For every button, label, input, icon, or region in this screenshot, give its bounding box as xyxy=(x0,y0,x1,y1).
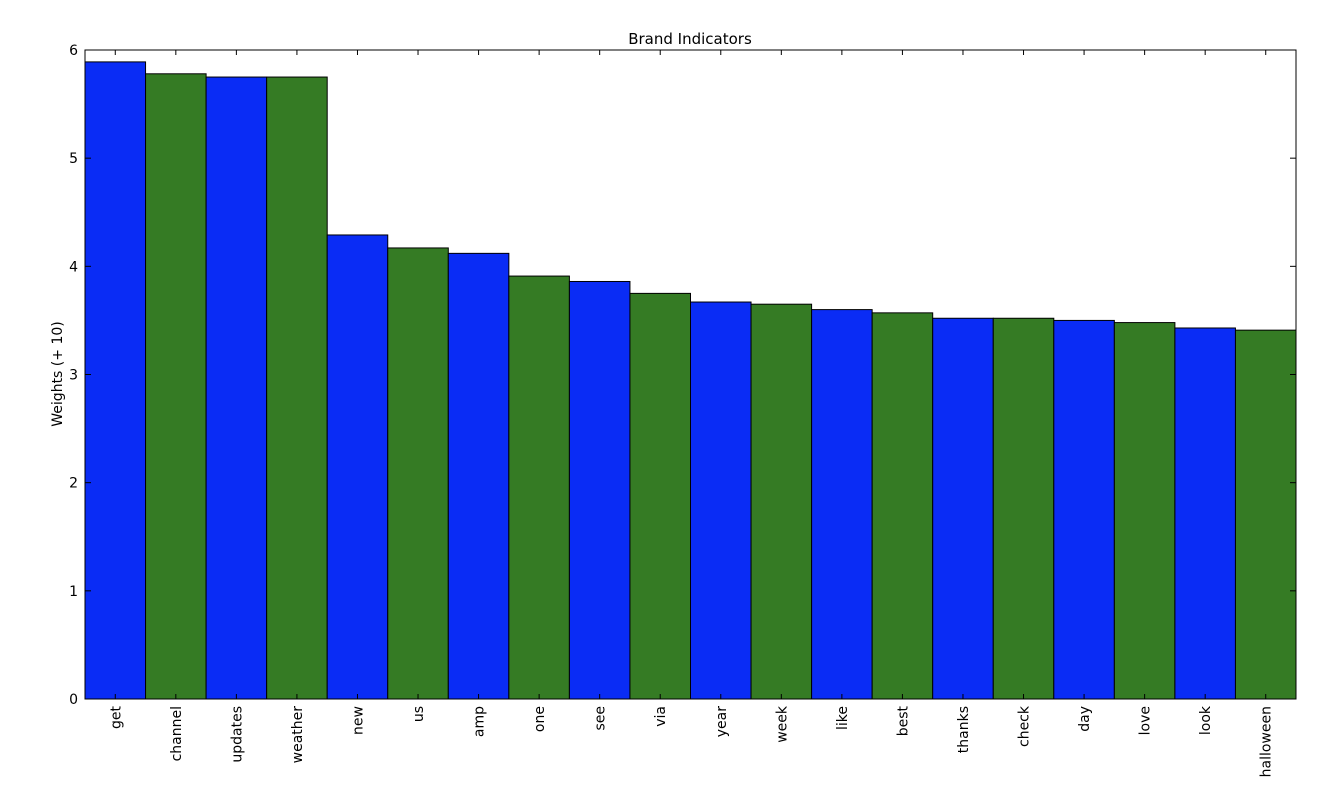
y-axis-label: Weights (+ 10) xyxy=(50,321,66,426)
bar-year xyxy=(690,301,752,700)
bar-best xyxy=(871,312,934,700)
bar-via xyxy=(629,292,692,700)
y-tick-label: 0 xyxy=(69,692,78,708)
bar-day xyxy=(1053,319,1115,700)
x-tick-label: one xyxy=(532,706,548,732)
bar-week xyxy=(750,303,813,700)
y-tick-label: 5 xyxy=(69,151,78,167)
x-tick-label: year xyxy=(714,706,730,737)
bar-thanks xyxy=(932,317,994,700)
x-tick-label: day xyxy=(1077,706,1093,732)
x-tick-label: channel xyxy=(169,706,185,761)
x-tick-label: via xyxy=(653,706,669,727)
y-tick-label: 3 xyxy=(69,368,78,384)
bar-weather xyxy=(266,76,328,700)
bar-one xyxy=(508,275,570,700)
x-tick-label: new xyxy=(350,706,366,735)
x-tick-label: amp xyxy=(472,706,488,737)
bar-get xyxy=(84,61,147,700)
x-tick-label: see xyxy=(593,706,609,731)
bar-like xyxy=(811,309,873,700)
bar-love xyxy=(1113,322,1176,700)
x-tick-label: week xyxy=(774,705,790,743)
y-tick-label: 1 xyxy=(69,584,78,600)
bar-check xyxy=(992,317,1055,700)
bar-new xyxy=(326,234,389,700)
x-tick-label: us xyxy=(411,706,427,722)
x-tick-label: like xyxy=(835,706,851,730)
x-tick-label: best xyxy=(895,706,911,737)
x-tick-label: updates xyxy=(229,706,245,763)
bars xyxy=(84,61,1297,700)
bar-halloween xyxy=(1234,329,1297,700)
axis-ticks: get channel updates weather new us amp one see vi… xyxy=(69,43,1296,777)
bar-us xyxy=(387,247,449,700)
x-tick-label: check xyxy=(1017,705,1033,747)
x-tick-label: get xyxy=(108,706,124,730)
plot-frame xyxy=(84,49,1297,700)
x-tick-label: halloween xyxy=(1259,706,1275,777)
bar-see xyxy=(568,280,631,700)
bar-channel xyxy=(145,73,207,700)
x-tick-label: weather xyxy=(290,706,306,764)
y-tick-label: 2 xyxy=(69,476,78,492)
y-tick-label: 4 xyxy=(69,259,78,275)
x-tick-label: love xyxy=(1138,706,1154,735)
bar-updates xyxy=(205,76,268,700)
bar-amp xyxy=(447,252,510,700)
x-tick-label: look xyxy=(1198,705,1214,735)
chart-title: Brand Indicators xyxy=(628,30,752,48)
x-tick-label: thanks xyxy=(956,706,972,753)
bar-look xyxy=(1174,327,1236,700)
y-tick-label: 6 xyxy=(69,43,78,59)
